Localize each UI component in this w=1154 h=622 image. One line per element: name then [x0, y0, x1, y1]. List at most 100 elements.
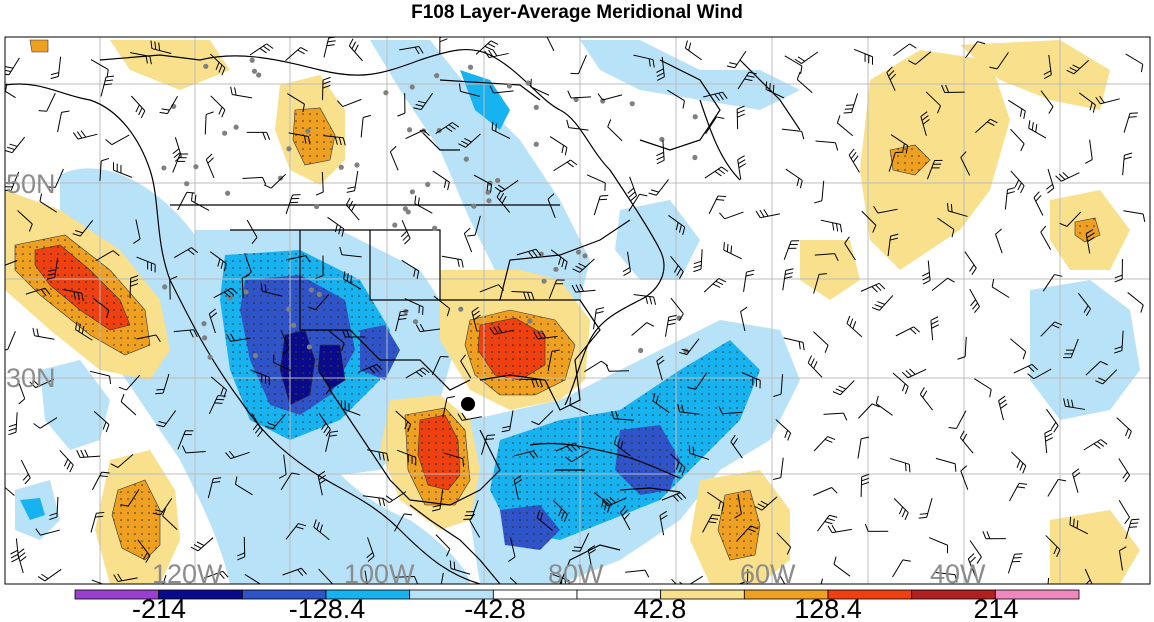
wind-barb-icon: [611, 410, 634, 421]
wind-barb-icon: [307, 294, 330, 311]
wind-barb-icon: [957, 336, 967, 360]
wind-barb-icon: [1027, 368, 1052, 380]
wind-barb-icon: [471, 306, 481, 332]
wind-barb-icon: [469, 513, 481, 538]
station-marker: [249, 57, 255, 63]
wind-barb-icon: [785, 168, 803, 189]
wind-barb-icon: [100, 75, 115, 97]
colorbar-label: -214: [132, 594, 186, 622]
wind-barb-icon: [395, 310, 409, 332]
wind-barb-icon: [631, 322, 655, 336]
wind-barb-icon: [1118, 546, 1127, 571]
wind-barb-icon: [1033, 191, 1044, 216]
wind-barb-icon: [225, 450, 250, 460]
wind-barb-icon: [285, 523, 307, 540]
wind-barb-icon: [531, 410, 554, 426]
wind-barb-icon: [1010, 128, 1025, 152]
wind-barb-icon: [95, 250, 120, 262]
wind-barb-icon: [260, 283, 282, 297]
wind-barb-icon: [737, 71, 757, 90]
wind-barb-icon: [684, 40, 702, 61]
wind-barb-icon: [602, 496, 627, 507]
wind-barb-icon: [57, 110, 70, 133]
wind-barb-icon: [1010, 338, 1027, 360]
wind-barb-icon: [656, 140, 665, 165]
wind-barb-icon: [833, 556, 851, 577]
wind-barb-icon: [778, 573, 786, 584]
colorbar-labels: -214 -128.4 -42.8 42.8 128.4 214: [132, 594, 1019, 622]
wind-barb-icon: [737, 155, 747, 180]
wind-barb-icon: [246, 131, 271, 141]
wind-barb-icon: [181, 445, 206, 454]
wind-barb-icon: [781, 128, 805, 140]
yellow-region: [1050, 510, 1140, 584]
wind-barb-icon: [1084, 568, 1093, 584]
wind-barb-icon: [890, 134, 909, 154]
wind-barb-icon: [205, 153, 215, 179]
wind-barb-icon: [965, 41, 986, 59]
wind-barb-icon: [152, 498, 173, 516]
wind-barb-icon: [925, 91, 942, 114]
lat-label-30n: 30N: [6, 363, 56, 393]
station-marker: [392, 222, 398, 228]
station-marker: [553, 266, 559, 272]
wind-barb-icon: [1125, 53, 1144, 73]
wind-barb-icon: [533, 330, 558, 340]
wind-barb-icon: [893, 498, 909, 521]
station-marker: [291, 322, 297, 328]
colorbar: [74, 589, 1080, 600]
wind-barb-icon: [35, 528, 60, 536]
stipple-overlay: [293, 108, 335, 165]
station-marker: [533, 104, 539, 110]
station-marker: [692, 114, 698, 120]
wind-barb-icon: [287, 93, 305, 112]
wind-barb-icon: [620, 505, 631, 531]
wind-barb-icon: [605, 363, 629, 372]
wind-barb-icon: [345, 197, 360, 221]
wind-barb-icon: [1040, 225, 1052, 250]
wind-barb-icon: [960, 465, 969, 490]
stipple-overlay: [718, 490, 760, 560]
wind-barb-icon: [394, 513, 413, 532]
wind-barb-icon: [1118, 458, 1131, 483]
wind-barb-icon: [133, 219, 141, 244]
stipple-overlay: [318, 345, 345, 390]
wind-barb-icon: [875, 395, 893, 416]
wind-barb-icon: [113, 573, 138, 582]
wind-barb-icon: [1114, 259, 1123, 283]
wind-barb-icon: [432, 489, 444, 512]
wind-barb-icon: [341, 329, 366, 338]
wind-barb-icon: [775, 419, 792, 441]
wind-barb-icon: [846, 315, 863, 338]
wind-barb-icon: [836, 115, 854, 137]
yellow-region: [960, 40, 1110, 110]
wind-barb-icon: [208, 308, 218, 334]
wind-barb-icon: [473, 174, 493, 193]
wind-barb-icon: [249, 43, 274, 56]
wind-barb-icon: [536, 510, 553, 531]
wind-barb-icon: [703, 278, 727, 293]
wind-barbs: [5, 37, 1146, 584]
wind-barb-icon: [1072, 468, 1081, 493]
wind-barb-icon: [460, 354, 472, 379]
wind-barb-icon: [156, 410, 177, 428]
wind-barb-icon: [226, 333, 251, 342]
stipple-overlay: [478, 318, 545, 380]
wind-barb-icon: [1042, 274, 1063, 292]
wind-barb-icon: [613, 436, 631, 457]
wind-barb-icon: [593, 194, 609, 216]
wind-barb-icon: [136, 334, 161, 342]
wind-barb-icon: [607, 119, 623, 142]
wind-barb-icon: [926, 159, 943, 180]
stipple-overlay: [418, 415, 460, 490]
light-blue-region: [1030, 280, 1140, 420]
station-marker: [193, 164, 199, 170]
wind-barb-icon: [857, 403, 880, 419]
stipple-overlay: [615, 425, 680, 495]
wind-barb-icon: [783, 337, 805, 351]
wind-barb-icon: [671, 578, 677, 584]
wind-barb-icon: [112, 162, 133, 178]
wind-barb-icon: [1046, 409, 1059, 433]
wind-barb-icon: [278, 454, 287, 479]
